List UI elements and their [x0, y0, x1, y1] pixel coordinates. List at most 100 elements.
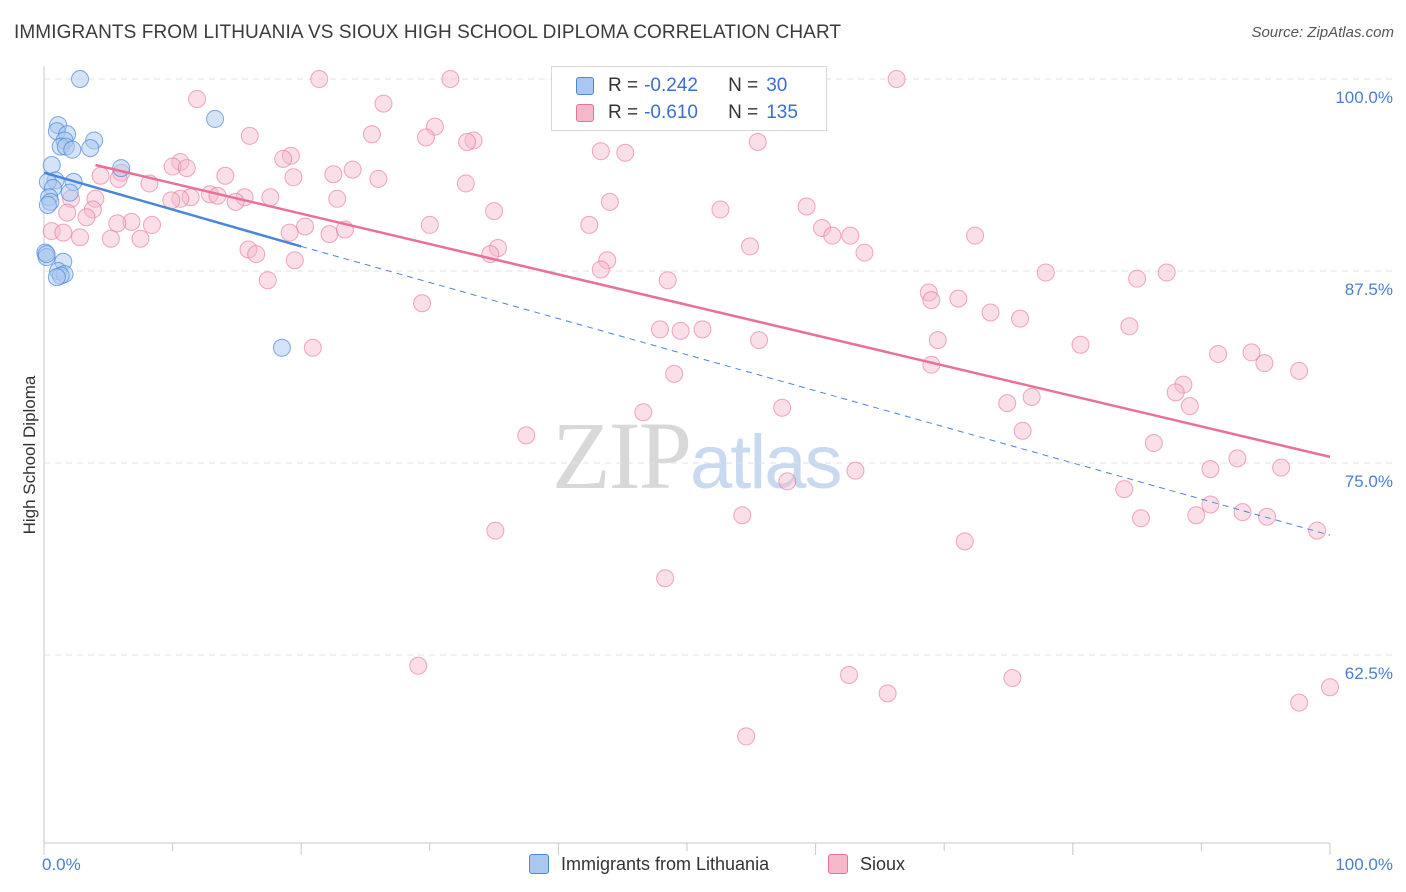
sioux-point: [591, 260, 610, 279]
sioux-point: [441, 70, 460, 88]
legend-item-sioux: Sioux: [828, 851, 905, 877]
sioux-point: [1272, 458, 1291, 477]
sioux-point: [216, 166, 235, 185]
y-tick-label: 62.5%: [1345, 664, 1393, 683]
sioux-point: [416, 128, 435, 147]
sioux-point: [143, 215, 162, 234]
sioux-point: [949, 289, 968, 308]
sioux-point: [77, 208, 96, 227]
lithuania-point: [112, 159, 131, 178]
legend-name-sioux: Sioux: [860, 853, 906, 874]
sioux-point: [1180, 397, 1199, 416]
y-tick-label: 75.0%: [1345, 472, 1393, 491]
legend-swatch-sioux: [576, 104, 594, 122]
sioux-point: [1290, 693, 1309, 712]
sioux-point: [966, 226, 985, 245]
sioux-point: [887, 70, 906, 88]
sioux-point: [413, 294, 432, 313]
sioux-point: [1257, 507, 1276, 526]
sioux-point: [296, 217, 315, 236]
sioux-point: [1013, 421, 1032, 440]
sioux-point: [240, 126, 259, 145]
trend-lines: [43, 163, 1331, 536]
sioux-point: [778, 472, 797, 491]
lithuania-point: [60, 183, 79, 202]
y-tick-label: 100.0%: [1335, 88, 1393, 107]
sioux-point: [485, 202, 504, 221]
sioux-trend-line: [95, 163, 1331, 459]
lithuania-point: [81, 139, 100, 158]
sioux-point: [737, 727, 756, 746]
legend-n-label: N =: [728, 75, 759, 96]
sioux-point: [285, 251, 304, 270]
sioux-point: [616, 143, 635, 162]
sioux-point: [310, 70, 329, 88]
sioux-point: [650, 320, 669, 339]
sioux-point: [928, 331, 947, 350]
sioux-point: [1174, 375, 1193, 394]
lithuania-trend-extension: [301, 245, 1331, 536]
lithuania-point: [71, 70, 90, 88]
sioux-point: [1120, 317, 1139, 336]
sioux-point: [464, 131, 483, 150]
lithuania-point: [37, 245, 56, 264]
legend-item-lithuania: Immigrants from Lithuania: [529, 851, 769, 877]
sioux-point: [1157, 263, 1176, 282]
sioux-point: [122, 212, 141, 231]
sioux-point: [1209, 344, 1228, 363]
sioux-point: [813, 218, 832, 237]
lithuania-points: [36, 70, 291, 357]
sioux-point: [658, 271, 677, 290]
sioux-point: [374, 94, 393, 113]
chart-title: IMMIGRANTS FROM LITHUANIA VS SIOUX HIGH …: [14, 22, 842, 43]
sioux-point: [328, 189, 347, 208]
sioux-point: [1022, 387, 1041, 406]
sioux-point: [1290, 361, 1309, 380]
legend-n-value: 135: [766, 102, 798, 123]
sioux-point: [748, 132, 767, 151]
sioux-point: [517, 426, 536, 445]
sioux-point: [456, 174, 475, 193]
sioux-point: [86, 189, 105, 208]
sioux-point: [343, 160, 362, 179]
sioux-point: [823, 226, 842, 245]
sioux-point: [1166, 383, 1185, 402]
sioux-point: [591, 142, 610, 161]
sioux-point: [1115, 480, 1134, 499]
sioux-point: [108, 214, 127, 233]
sioux-point: [1228, 449, 1247, 468]
sioux-point: [656, 569, 675, 588]
sioux-point: [1003, 669, 1022, 688]
sioux-point: [1201, 495, 1220, 514]
sioux-point: [274, 149, 293, 168]
sioux-point: [671, 321, 690, 340]
sioux-point: [163, 157, 182, 176]
sioux-point: [1128, 269, 1147, 288]
sioux-point: [71, 228, 90, 247]
sioux-point: [600, 192, 619, 211]
legend-swatch-lithuania: [576, 77, 594, 95]
source-label: Source: ZipAtlas.com: [1251, 24, 1394, 41]
legend-swatch-lithuania: [529, 854, 549, 874]
sioux-point: [101, 229, 120, 248]
y-axis-label: High School Diploma: [20, 375, 39, 534]
x-tick-label-right: 100.0%: [1335, 855, 1393, 874]
legend-r-value: -0.610: [644, 102, 698, 123]
sioux-point: [284, 168, 303, 187]
sioux-point: [711, 200, 730, 219]
sioux-point: [1201, 460, 1220, 479]
sioux-point: [855, 243, 874, 262]
legend-swatch-sioux: [828, 854, 848, 874]
legend-row-sioux: R = -0.610 N = 135: [576, 101, 798, 125]
legend-row-lithuania: R = -0.242 N = 30: [576, 74, 787, 98]
sioux-point: [177, 159, 196, 178]
tick-labels: 100.0% 87.5% 75.0% 62.5% 0.0% 100.0%: [42, 88, 1393, 874]
sioux-point: [188, 89, 207, 108]
sioux-point: [320, 225, 339, 244]
sioux-point: [486, 521, 505, 540]
sioux-point: [846, 461, 865, 480]
x-tick-label-left: 0.0%: [42, 855, 81, 874]
sioux-point: [841, 226, 860, 245]
sioux-point: [409, 656, 428, 675]
sioux-point: [420, 215, 439, 234]
